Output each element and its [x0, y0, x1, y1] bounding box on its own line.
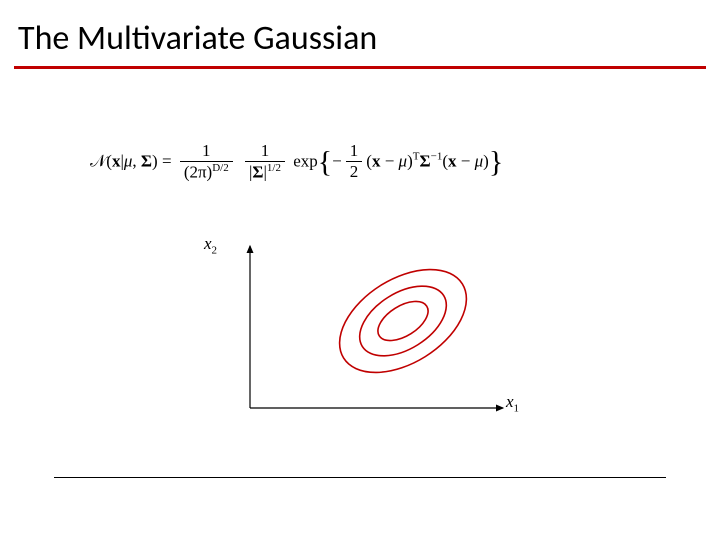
formula-frac1-den: (2π)D/2 [180, 162, 233, 183]
formula-lbrace: { [318, 145, 332, 178]
formula-frac2: 1|Σ|1/2 [245, 142, 285, 183]
formula-minus: − [332, 151, 342, 170]
formula-eq: = [158, 151, 176, 170]
ellipse-group [321, 248, 484, 393]
formula-xmu2: (x − μ) [442, 151, 488, 170]
formula-xmu1: (x − μ) [366, 151, 412, 170]
gaussian-pdf-formula: 𝒩(x|μ, Σ) = 1(2π)D/2 1|Σ|1/2 exp{−12(x −… [90, 142, 630, 183]
formula-exp: exp [293, 151, 318, 170]
diagram-svg [208, 236, 538, 436]
title-underline [14, 66, 706, 69]
x-axis-label: x1 [506, 392, 519, 414]
slide-title: The Multivariate Gaussian [18, 18, 377, 59]
formula-script-n: 𝒩 [90, 151, 106, 170]
formula-frac1: 1(2π)D/2 [180, 142, 233, 183]
formula-half: 12 [346, 142, 363, 182]
ellipse-middle [347, 272, 458, 370]
formula-frac2-num: 1 [245, 142, 285, 162]
ellipse-outer [321, 248, 484, 393]
bottom-rule [54, 477, 666, 478]
formula-frac2-den: |Σ|1/2 [245, 162, 285, 183]
formula-lhs-args: (x|μ, Σ) [106, 151, 157, 170]
formula-frac1-num: 1 [180, 142, 233, 162]
formula-sigma: Σ [419, 151, 430, 170]
y-axis-label: x2 [204, 234, 217, 256]
formula-inv: −1 [431, 151, 443, 163]
contour-diagram: x2 x1 [208, 236, 538, 436]
formula-rbrace: } [489, 145, 503, 178]
